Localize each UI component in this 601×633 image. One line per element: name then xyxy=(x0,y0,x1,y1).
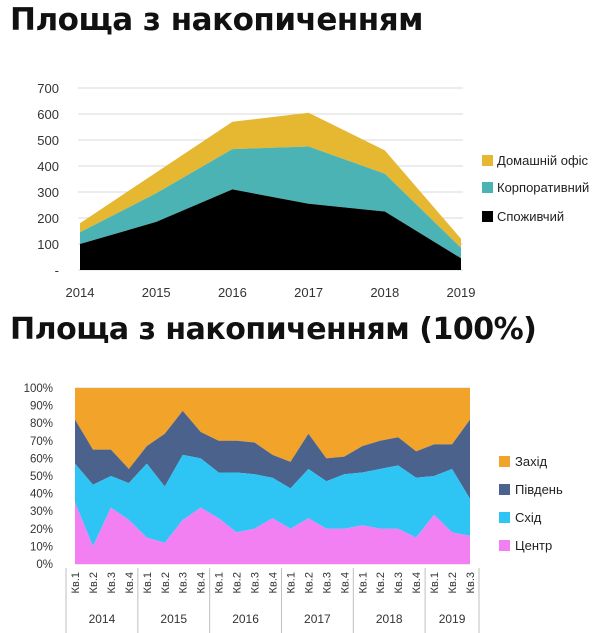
x-tick-label: Кв.3 xyxy=(393,572,405,593)
area-series-1 xyxy=(80,189,461,270)
x-tick-label: Кв.2 xyxy=(160,572,172,593)
x-tick-label: Кв.4 xyxy=(411,572,423,593)
x-tick-label: Кв.4 xyxy=(124,572,136,593)
y-tick-label: 40% xyxy=(30,489,53,501)
x-tick-label: 2014 xyxy=(66,285,95,300)
legend-label: Схід xyxy=(515,510,542,525)
x-tick-label: Кв.1 xyxy=(285,572,297,593)
x-tick-label: 2016 xyxy=(218,285,247,300)
x-tick-label: Кв.2 xyxy=(447,572,459,593)
x-tick-label: Кв.4 xyxy=(339,572,351,593)
x-tick-label: Кв.3 xyxy=(465,572,477,593)
x-tick-label: Кв.1 xyxy=(429,572,441,593)
legend-swatch xyxy=(499,512,510,523)
y-tick-label: 400 xyxy=(37,159,59,174)
y-tick-label: 600 xyxy=(37,107,59,122)
y-tick-label: 300 xyxy=(37,185,59,200)
legend-label: Захід xyxy=(515,454,547,469)
x-tick-label: 2018 xyxy=(370,285,399,300)
x-tick-label: Кв.2 xyxy=(88,572,100,593)
legend-swatch xyxy=(482,155,493,166)
y-tick-label: 500 xyxy=(37,133,59,148)
y-tick-label: 50% xyxy=(30,471,53,483)
chart-title-stacked-area-100: Площа з накопиченням (100%) xyxy=(10,312,537,347)
legend-label: Південь xyxy=(515,482,563,497)
area-series-1 xyxy=(75,502,470,564)
legend-label: Домашній офіс xyxy=(497,153,589,168)
legend-swatch xyxy=(499,484,510,495)
y-tick-label: 700 xyxy=(37,81,59,96)
area-series-4 xyxy=(75,388,470,469)
y-tick-label: 20% xyxy=(30,524,53,536)
year-label: 2019 xyxy=(439,612,466,626)
x-tick-label: Кв.3 xyxy=(178,572,190,593)
legend-swatch xyxy=(482,211,493,222)
area-series-2 xyxy=(80,146,461,259)
x-tick-label: Кв.2 xyxy=(375,572,387,593)
legend-swatch xyxy=(499,456,510,467)
y-tick-label: 100 xyxy=(37,237,59,252)
year-label: 2018 xyxy=(376,612,403,626)
y-tick-label: 60% xyxy=(30,453,53,465)
x-tick-label: Кв.3 xyxy=(250,572,262,593)
x-tick-label: 2015 xyxy=(142,285,171,300)
legend-label: Споживчий xyxy=(497,209,564,224)
x-tick-label: Кв.1 xyxy=(70,572,82,593)
x-tick-label: Кв.4 xyxy=(196,572,208,593)
stacked-area-chart: - 100 200 300 400 500 600 700 2014 2015 2016 2017 20… xyxy=(37,81,589,300)
y-tick-label: 10% xyxy=(30,541,53,553)
y-tick-label: 30% xyxy=(30,506,53,518)
area-series-2 xyxy=(75,454,470,547)
x-tick-label: Кв.3 xyxy=(106,572,118,593)
y-tick-label: - xyxy=(55,263,59,278)
year-label: 2016 xyxy=(232,612,259,626)
y-tick-label: 70% xyxy=(30,436,53,448)
x-tick-label: Кв.4 xyxy=(268,572,280,593)
year-label: 2017 xyxy=(304,612,331,626)
y-tick-label: 100% xyxy=(24,383,53,395)
y-tick-label: 90% xyxy=(30,401,53,413)
area-series-3 xyxy=(80,112,461,248)
year-label: 2014 xyxy=(89,612,116,626)
y-tick-label: 80% xyxy=(30,418,53,430)
legend-label: Центр xyxy=(515,538,552,553)
y-tick-label: 0% xyxy=(36,559,53,571)
x-tick-label: Кв.1 xyxy=(142,572,154,593)
x-tick-label: 2017 xyxy=(294,285,323,300)
chart-title-stacked-area: Площа з накопиченням xyxy=(10,2,423,38)
y-tick-label: 200 xyxy=(37,211,59,226)
legend-swatch xyxy=(482,182,493,193)
x-tick-label: Кв.2 xyxy=(303,572,315,593)
legend-swatch xyxy=(499,540,510,551)
x-tick-label: Кв.1 xyxy=(357,572,369,593)
year-label: 2015 xyxy=(160,612,187,626)
x-tick-label: Кв.2 xyxy=(232,572,244,593)
area-series-3 xyxy=(75,410,470,499)
x-tick-label: Кв.1 xyxy=(214,572,226,593)
legend-label: Корпоративний xyxy=(497,180,589,195)
x-tick-label: 2019 xyxy=(447,285,476,300)
x-tick-label: Кв.3 xyxy=(321,572,333,593)
